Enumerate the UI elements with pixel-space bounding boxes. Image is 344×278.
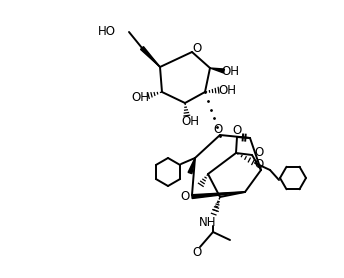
Polygon shape <box>141 47 160 67</box>
Text: OH: OH <box>181 115 199 128</box>
Text: OH: OH <box>218 83 236 96</box>
Text: O: O <box>254 158 264 170</box>
Text: NH: NH <box>199 215 217 229</box>
Text: O: O <box>192 247 202 259</box>
Polygon shape <box>188 158 195 174</box>
Text: O: O <box>192 41 202 54</box>
Text: OH: OH <box>221 64 239 78</box>
Text: HO: HO <box>98 24 116 38</box>
Text: O: O <box>254 147 264 160</box>
Polygon shape <box>192 192 245 198</box>
Text: O: O <box>180 190 190 203</box>
Polygon shape <box>210 68 224 73</box>
Text: OH: OH <box>131 91 149 103</box>
Text: O: O <box>213 123 223 135</box>
Text: O: O <box>233 123 241 136</box>
